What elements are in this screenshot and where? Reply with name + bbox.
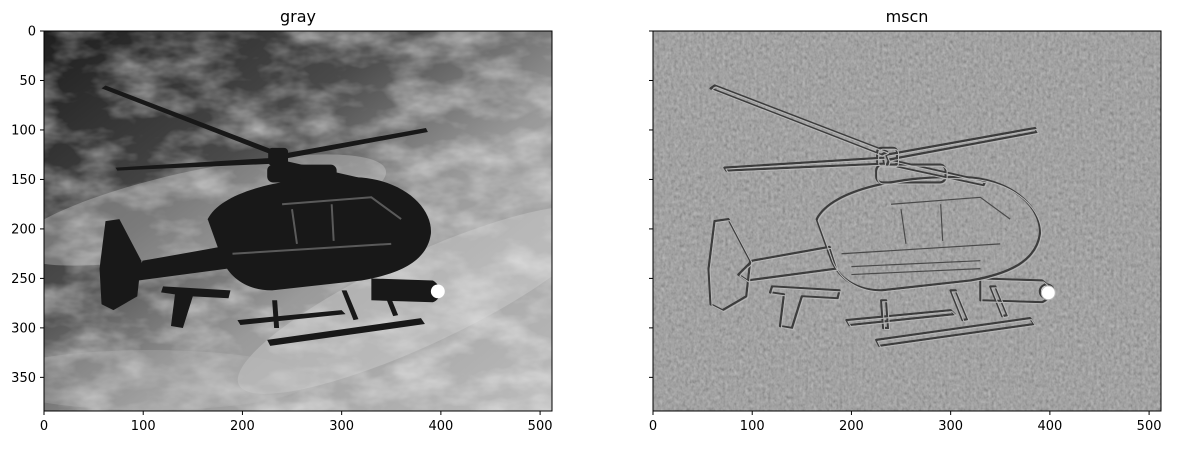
mscn-x-tick-label: 100 <box>740 419 765 434</box>
gray-x-tick-label: 100 <box>131 419 156 434</box>
mscn-y-axis <box>649 30 653 378</box>
gray-x-tick-label: 200 <box>230 419 255 434</box>
mscn-x-tick-label: 500 <box>1137 419 1162 434</box>
panel-title-mscn: mscn <box>886 7 929 26</box>
gray-x-tick-label: 0 <box>40 419 48 434</box>
panel-title-gray: gray <box>280 7 316 26</box>
gray-y-tick-label: 250 <box>11 272 36 287</box>
gray-x-tick-label: 300 <box>329 419 354 434</box>
mscn-axes-frame <box>652 30 1162 412</box>
gray-y-tick-label: 100 <box>11 123 36 138</box>
mscn-image <box>653 31 1161 411</box>
gray-y-tick-label: 150 <box>11 173 36 188</box>
gray-y-tick-label: 200 <box>11 222 36 237</box>
mscn-x-tick-label: 200 <box>839 419 864 434</box>
panel-mscn: mscn 0 100 200 300 400 500 <box>649 7 1162 434</box>
gray-y-tick-label: 0 <box>28 25 36 40</box>
gray-image <box>44 31 552 411</box>
gray-axes-frame <box>43 30 553 412</box>
mscn-x-tick-label: 0 <box>649 419 657 434</box>
panel-gray: gray 0 100 200 300 400 500 0 50 100 150 200 250 300… <box>11 7 553 434</box>
mscn-x-axis: 0 100 200 300 400 500 <box>649 411 1162 434</box>
gray-y-tick-label: 50 <box>19 74 36 89</box>
gray-y-tick-label: 300 <box>11 321 36 336</box>
gray-y-tick-label: 350 <box>11 371 36 386</box>
gray-y-axis: 0 50 100 150 200 250 300 350 <box>11 25 44 386</box>
gray-x-tick-label: 500 <box>528 419 553 434</box>
gray-x-tick-label: 400 <box>428 419 453 434</box>
mscn-x-tick-label: 300 <box>938 419 963 434</box>
mscn-x-tick-label: 400 <box>1037 419 1062 434</box>
gray-x-axis: 0 100 200 300 400 500 <box>40 411 553 434</box>
